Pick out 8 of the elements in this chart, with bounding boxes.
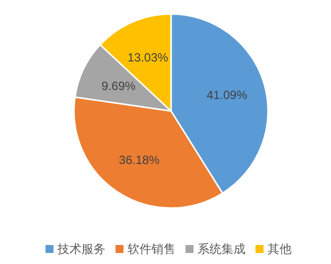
- legend-label: 技术服务: [56, 242, 106, 256]
- legend-label: 软件销售: [128, 242, 176, 256]
- data-label: 41.09%: [206, 88, 248, 102]
- data-label: 9.69%: [102, 78, 136, 93]
- legend-label: 其他: [268, 242, 292, 256]
- legend-label: 系统集成: [198, 242, 246, 256]
- data-label: 13.03%: [127, 50, 169, 65]
- data-label: 36.18%: [118, 152, 160, 167]
